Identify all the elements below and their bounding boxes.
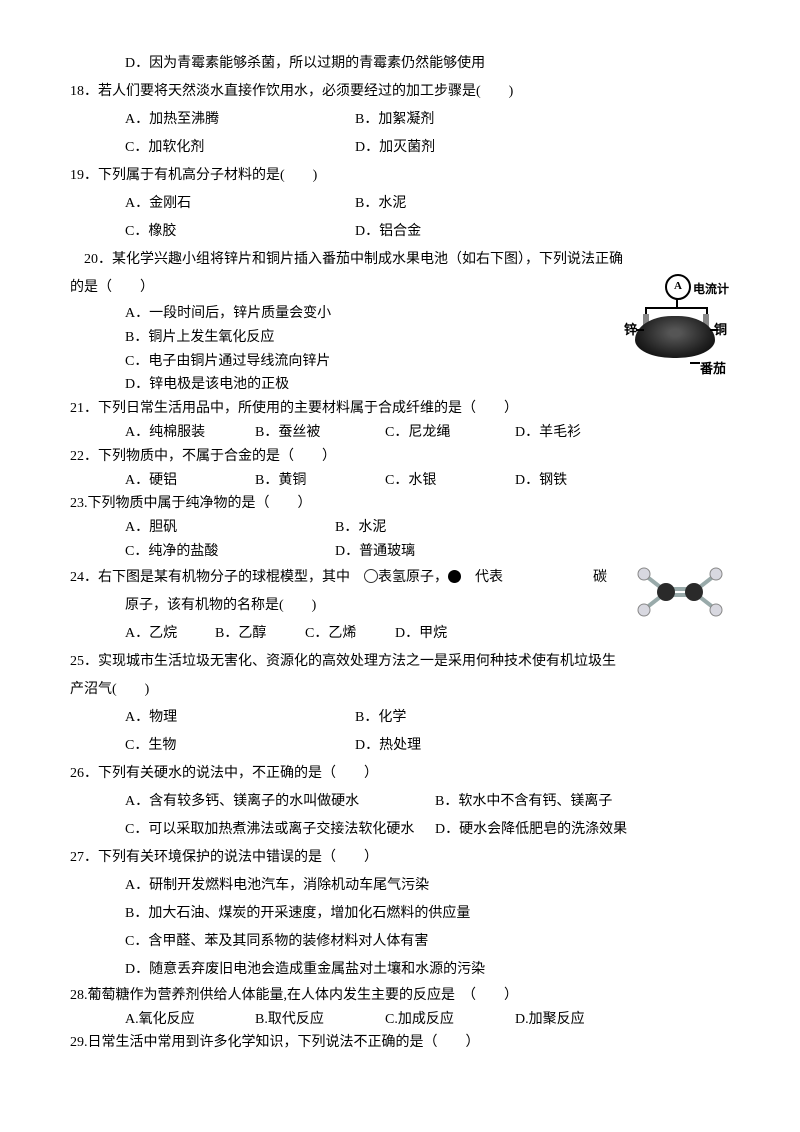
q28-stem: 28.葡萄糖作为营养剂供给人体能量,在人体内发生主要的反应是 （ ） xyxy=(70,984,730,1008)
q18-options-row2: C．加软化剂 D．加灭菌剂 xyxy=(125,134,730,162)
q27-option-c: C．含甲醛、苯及其同系物的装修材料对人体有害 xyxy=(125,928,730,956)
wire xyxy=(645,307,708,309)
q24-options: A．乙烷 B．乙醇 C．乙烯 D．甲烷 xyxy=(125,620,730,648)
q28-option-a: A.氧化反应 xyxy=(125,1008,255,1032)
battery-figure: 电流计 A 锌 铜 番茄 xyxy=(610,274,730,369)
ammeter-label: 电流计 xyxy=(693,277,729,301)
q27-stem: 27．下列有关环境保护的说法中错误的是（ ） xyxy=(70,844,730,872)
q18-option-c: C．加软化剂 xyxy=(125,134,355,162)
q25-options-row2: C．生物 D．热处理 xyxy=(125,732,730,760)
q27-option-a: A．研制开发燃料电池汽车，消除机动车尾气污染 xyxy=(125,872,730,900)
q21-option-a: A．纯棉服装 xyxy=(125,421,255,445)
q22-option-a: A．硬铝 xyxy=(125,469,255,493)
q25-option-c: C．生物 xyxy=(125,732,355,760)
q19-option-b: B．水泥 xyxy=(355,190,406,218)
q26-option-b: B．软水中不含有钙、镁离子 xyxy=(435,788,612,816)
q21-option-d: D．羊毛衫 xyxy=(515,421,581,445)
q24-option-c: C．乙烯 xyxy=(305,620,395,648)
hydrogen-legend-icon xyxy=(364,569,378,583)
q24-stem-mid1: 表氢原子， xyxy=(378,570,448,585)
q28-options: A.氧化反应 B.取代反应 C.加成反应 D.加聚反应 xyxy=(125,1008,730,1032)
q19-option-a: A．金刚石 xyxy=(125,190,355,218)
q25-stem-line2: 产沼气( ) xyxy=(70,676,730,704)
q23-option-a: A．胆矾 xyxy=(125,516,335,540)
q26-option-c: C．可以采取加热煮沸法或离子交接法软化硬水 xyxy=(125,816,435,844)
q24-stem-mid2: 代表 xyxy=(461,570,503,585)
q21-stem: 21．下列日常生活用品中，所使用的主要材料属于合成纤维的是（ ） xyxy=(70,397,730,421)
q19-options-row1: A．金刚石 B．水泥 xyxy=(125,190,730,218)
q21-option-b: B．蚕丝被 xyxy=(255,421,385,445)
q22-option-d: D．钢铁 xyxy=(515,469,567,493)
q19-option-c: C．橡胶 xyxy=(125,218,355,246)
q25-option-a: A．物理 xyxy=(125,704,355,732)
q24-option-a: A．乙烷 xyxy=(125,620,215,648)
q23-option-c: C．纯净的盐酸 xyxy=(125,540,335,564)
q17-option-d: D．因为青霉素能够杀菌，所以过期的青霉素仍然能够使用 xyxy=(125,50,730,78)
q24-stem-tail: 碳 xyxy=(593,570,607,585)
q21-options: A．纯棉服装 B．蚕丝被 C．尼龙绳 D．羊毛衫 xyxy=(125,421,730,445)
q27-option-d: D．随意丢弃废旧电池会造成重金属盐对土壤和水源的污染 xyxy=(125,956,730,984)
carbon-legend-icon xyxy=(448,570,461,583)
arrow-icon xyxy=(690,362,700,364)
q26-option-d: D．硬水会降低肥皂的洗涤效果 xyxy=(435,816,627,844)
q24-block: 24．右下图是某有机物分子的球棍模型，其中 表氢原子， 代表碳 原子，该有机物的… xyxy=(70,564,730,648)
q25-options-row1: A．物理 B．化学 xyxy=(125,704,730,732)
q26-options-row2: C．可以采取加热煮沸法或离子交接法软化硬水 D．硬水会降低肥皂的洗涤效果 xyxy=(125,816,730,844)
q25-stem-line1: 25．实现城市生活垃圾无害化、资源化的高效处理方法之一是采用何种技术使有机垃圾生 xyxy=(70,648,730,676)
q22-options: A．硬铝 B．黄铜 C．水银 D．钢铁 xyxy=(125,469,730,493)
q21-option-c: C．尼龙绳 xyxy=(385,421,515,445)
q28-option-d: D.加聚反应 xyxy=(515,1008,585,1032)
q19-option-d: D．铝合金 xyxy=(355,218,421,246)
q24-stem-pre: 24．右下图是某有机物分子的球棍模型，其中 xyxy=(70,570,364,585)
q26-options-row1: A．含有较多钙、镁离子的水叫做硬水 B．软水中不含有钙、镁离子 xyxy=(125,788,730,816)
ammeter-icon: A xyxy=(665,274,691,300)
q28-option-c: C.加成反应 xyxy=(385,1008,515,1032)
q18-option-a: A．加热至沸腾 xyxy=(125,106,355,134)
molecule-svg xyxy=(630,564,730,619)
q18-option-b: B．加絮凝剂 xyxy=(355,106,434,134)
q23-option-b: B．水泥 xyxy=(335,516,386,540)
q20-stem-line1: 20．某化学兴趣小组将锌片和铜片插入番茄中制成水果电池（如右下图），下列说法正确 xyxy=(70,246,730,274)
arrow-icon xyxy=(636,329,644,331)
tomato-label: 番茄 xyxy=(700,356,726,382)
q19-stem: 19．下列属于有机高分子材料的是( ) xyxy=(70,162,730,190)
q23-options-row1: A．胆矾 B．水泥 xyxy=(125,516,730,540)
molecule-figure xyxy=(630,564,730,619)
q18-option-d: D．加灭菌剂 xyxy=(355,134,435,162)
q25-option-b: B．化学 xyxy=(355,704,406,732)
q24-option-b: B．乙醇 xyxy=(215,620,305,648)
q23-option-d: D．普通玻璃 xyxy=(335,540,415,564)
q18-options-row1: A．加热至沸腾 B．加絮凝剂 xyxy=(125,106,730,134)
q19-options-row2: C．橡胶 D．铝合金 xyxy=(125,218,730,246)
q20-option-d: D．锌电极是该电池的正极 xyxy=(125,373,730,397)
q23-options-row2: C．纯净的盐酸 D．普通玻璃 xyxy=(125,540,730,564)
q24-option-d: D．甲烷 xyxy=(395,620,447,648)
q28-option-b: B.取代反应 xyxy=(255,1008,385,1032)
q25-option-d: D．热处理 xyxy=(355,732,421,760)
q22-option-b: B．黄铜 xyxy=(255,469,385,493)
q22-option-c: C．水银 xyxy=(385,469,515,493)
q29-stem: 29.日常生活中常用到许多化学知识，下列说法不正确的是（ ） xyxy=(70,1031,730,1055)
arrow-icon xyxy=(710,329,718,331)
tomato-icon xyxy=(635,316,715,358)
wire xyxy=(676,299,678,307)
q18-stem: 18．若人们要将天然淡水直接作饮用水，必须要经过的加工步骤是( ) xyxy=(70,78,730,106)
q26-stem: 26．下列有关硬水的说法中，不正确的是（ ） xyxy=(70,760,730,788)
q20-block: 20．某化学兴趣小组将锌片和铜片插入番茄中制成水果电池（如右下图），下列说法正确… xyxy=(70,246,730,397)
q22-stem: 22．下列物质中，不属于合金的是（ ） xyxy=(70,445,730,469)
q23-stem: 23.下列物质中属于纯净物的是（ ） xyxy=(70,492,730,516)
q26-option-a: A．含有较多钙、镁离子的水叫做硬水 xyxy=(125,788,435,816)
q27-option-b: B．加大石油、煤炭的开采速度，增加化石燃料的供应量 xyxy=(125,900,730,928)
